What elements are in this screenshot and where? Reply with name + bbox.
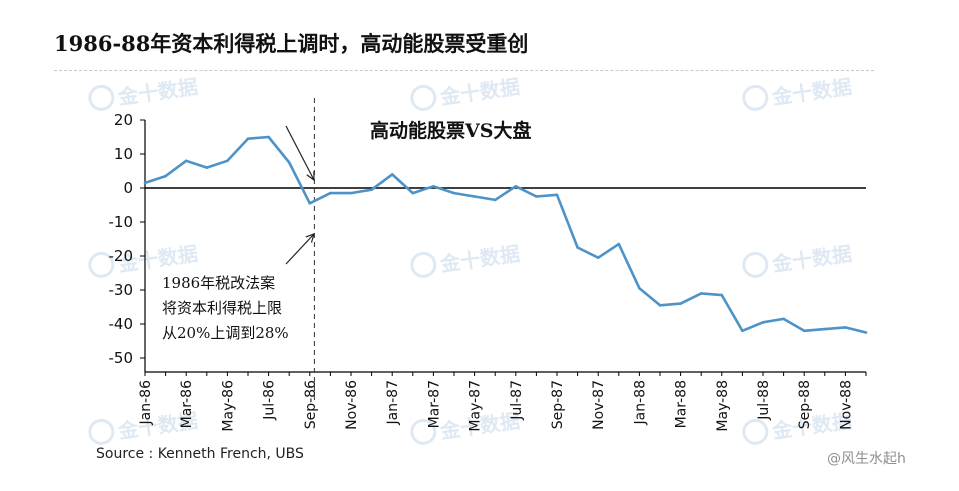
chart-inner-title: 高动能股票VS大盘	[370, 119, 531, 142]
x-axis: Jan-86 Mar-86 May-86 Jul-86 Sep-86 Nov-86 Jan-…	[138, 371, 867, 432]
data-point	[473, 195, 476, 198]
annotation-line-1: 1986年税改法案	[162, 274, 275, 292]
x-tick-label: Jan-87	[385, 380, 401, 425]
data-points	[143, 135, 868, 334]
y-tick-label: 20	[114, 111, 133, 129]
data-point	[679, 302, 682, 305]
momentum-vs-market-line	[144, 135, 867, 334]
data-point	[741, 329, 744, 333]
data-point	[329, 191, 332, 195]
page-title: 1986-88年资本利得税上调时，高动能股票受重创	[54, 31, 529, 56]
y-tick-label: 10	[114, 145, 133, 163]
data-point	[205, 166, 209, 169]
x-tick-label: Sep-88	[797, 380, 813, 429]
data-point	[432, 185, 435, 188]
x-tick-label: May-88	[715, 380, 731, 432]
data-point	[493, 198, 497, 202]
y-tick-label: -50	[109, 349, 134, 367]
x-tick-label: Jul-87	[509, 380, 525, 421]
x-tick-label: Jan-86	[138, 380, 154, 426]
data-point	[596, 256, 600, 260]
data-point	[864, 331, 868, 334]
data-point	[184, 159, 188, 163]
title-divider	[54, 70, 874, 71]
data-point	[390, 173, 394, 176]
data-point	[576, 246, 579, 249]
data-point	[555, 193, 559, 197]
y-tick-label: -10	[109, 213, 134, 231]
annotation-arrow-up	[285, 234, 314, 265]
data-point	[411, 191, 415, 195]
data-point	[802, 329, 806, 333]
y-tick-label: -30	[109, 281, 134, 299]
data-point	[246, 137, 250, 140]
data-point	[143, 181, 147, 185]
x-tick-label: Jan-88	[632, 380, 648, 425]
data-point	[514, 185, 518, 188]
data-point	[782, 317, 785, 321]
annotation-line-3: 从20%上调到28%	[162, 324, 289, 342]
x-tick-label: Jul-88	[756, 380, 772, 421]
x-tick-label: May-87	[468, 380, 484, 432]
x-tick-label: Jul-86	[262, 380, 278, 421]
x-tick-label: May-86	[220, 380, 236, 432]
x-tick-label: Mar-86	[179, 380, 195, 428]
data-point	[720, 293, 724, 297]
data-point	[308, 202, 312, 205]
data-point	[658, 304, 662, 307]
annotation-arrow-down	[285, 125, 314, 180]
data-point	[267, 135, 270, 139]
data-point	[164, 174, 167, 178]
y-tick-label: -40	[109, 315, 134, 333]
data-point	[349, 191, 353, 195]
source-note: Source : Kenneth French, UBS	[96, 446, 304, 462]
data-point	[287, 161, 291, 164]
data-point	[823, 327, 827, 331]
x-tick-label: Nov-88	[838, 380, 854, 430]
data-point	[844, 326, 847, 329]
data-point	[535, 195, 538, 198]
x-tick-label: Mar-87	[426, 380, 442, 428]
y-tick-label: -20	[109, 247, 134, 265]
data-point	[699, 292, 703, 295]
weibo-watermark: @风生水起h	[827, 451, 906, 467]
data-point	[638, 287, 641, 290]
y-tick-label: 0	[123, 179, 133, 197]
data-point	[370, 188, 373, 191]
annotation-line-2: 将资本利得税上限	[162, 299, 282, 317]
data-point	[617, 242, 621, 246]
data-point	[226, 159, 229, 163]
data-point	[452, 191, 456, 195]
x-tick-label: Sep-87	[550, 380, 566, 429]
data-point	[761, 321, 765, 324]
y-axis: 20 10 0 -10 -20 -30 -40 -50	[109, 111, 146, 372]
x-tick-label: Nov-87	[591, 380, 607, 430]
x-tick-label: Sep-86	[303, 380, 319, 429]
x-tick-label: Nov-86	[344, 380, 360, 430]
x-tick-label: Mar-88	[674, 380, 690, 428]
